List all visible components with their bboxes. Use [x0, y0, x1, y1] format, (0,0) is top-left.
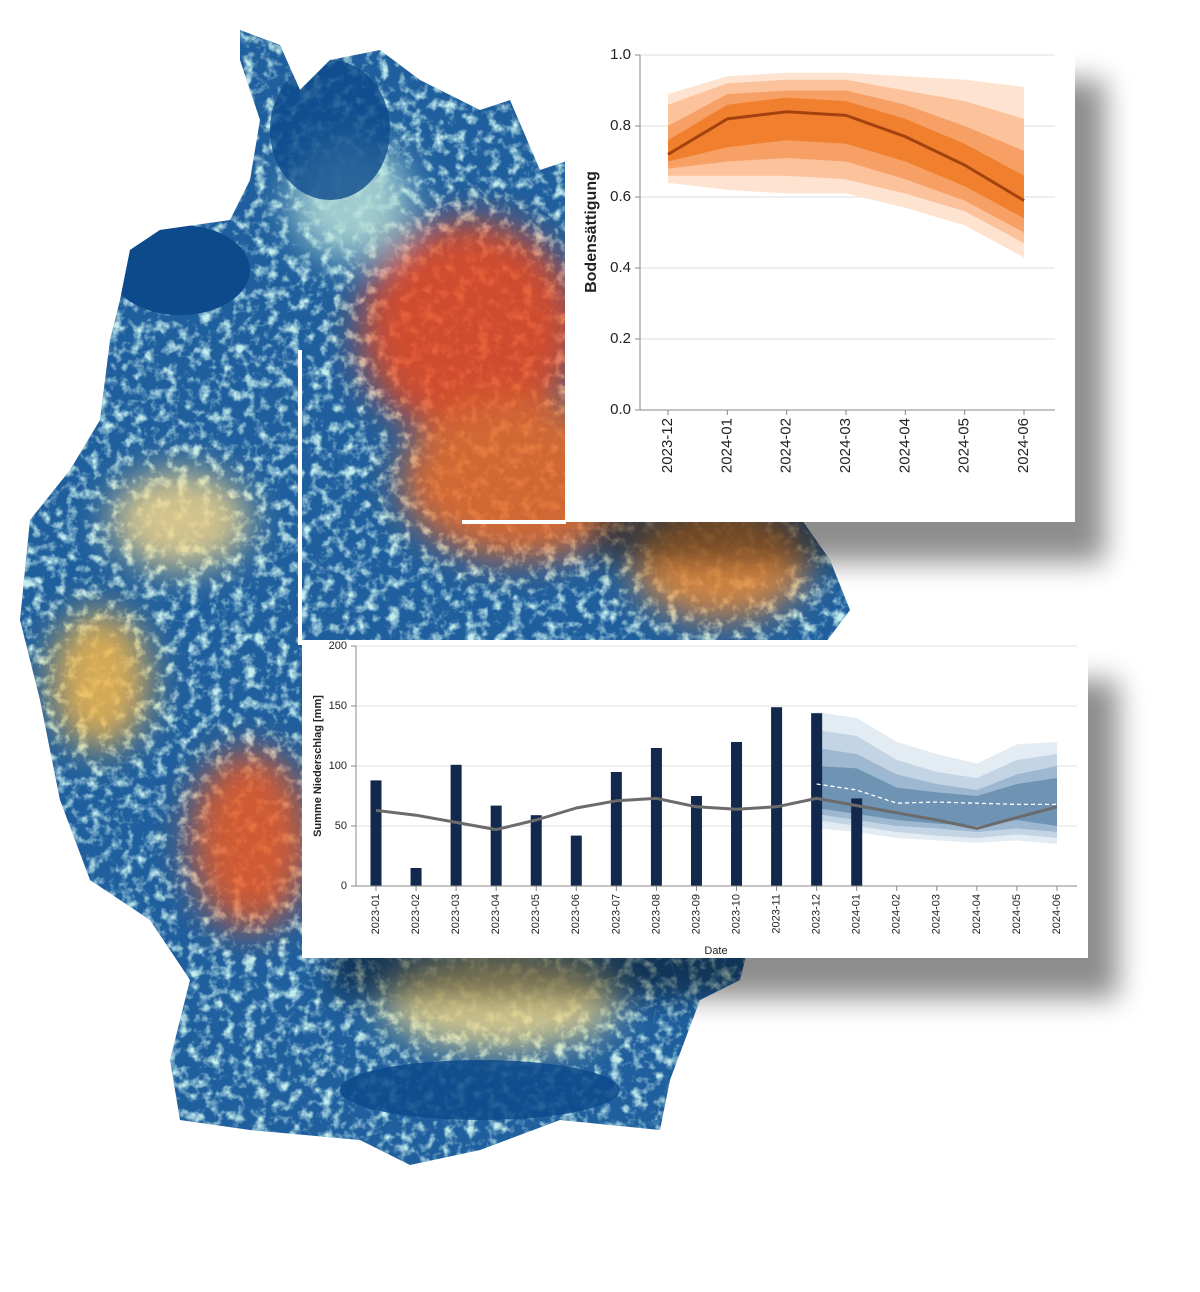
x-tick-label: 2023-02: [410, 894, 422, 934]
x-tick-label: 2024-03: [931, 894, 943, 934]
x-tick-label: 2024-04: [971, 894, 983, 934]
bar: [690, 796, 702, 886]
forecast-band: [668, 97, 1024, 219]
charts: 0.0 0.2 0.4 0.6 0.8 1.0 2023-12 2024-01 2024-02 2…: [312, 46, 1077, 957]
x-tick-label: 2023-07: [610, 894, 622, 934]
y-tick-label: 0.8: [610, 117, 631, 134]
x-tick-label: 2023-03: [450, 894, 462, 934]
x-tick-label: 2024-06: [1051, 894, 1063, 934]
x-tick-label: 2023-09: [690, 894, 702, 934]
x-tick-label: 2024-01: [851, 894, 863, 934]
forecast-band: [816, 766, 1057, 826]
x-tick-label: 2023-04: [490, 894, 502, 934]
y-axis-label: Summe Niederschlag [mm]: [312, 695, 324, 837]
y-tick-label: 50: [335, 820, 347, 832]
bar: [570, 835, 582, 886]
x-tick-label: 2024-01: [718, 418, 735, 473]
y-axis-label: Bodensättigung: [583, 171, 600, 293]
x-tick-label: 2023-06: [570, 894, 582, 934]
x-tick-label: 2023-08: [650, 894, 662, 934]
x-tick-label: 2023-05: [530, 894, 542, 934]
x-tick-label: 2024-05: [1011, 894, 1023, 934]
bar: [851, 798, 863, 886]
y-tick-label: 0.6: [610, 188, 631, 205]
x-tick-label: 2024-04: [896, 418, 913, 473]
bar: [771, 707, 783, 886]
y-tick-label: 0: [341, 880, 347, 892]
bar: [410, 868, 422, 886]
x-tick-label: 2023-12: [659, 418, 676, 473]
line: [667, 110, 1025, 202]
chart: 0 50 100 150 200 2023-01 2023-02 2023-03 2023-04…: [312, 640, 1077, 957]
y-tick-label: 0.0: [610, 401, 631, 418]
x-tick-label: 2024-03: [837, 418, 854, 473]
x-axis-label: Date: [704, 945, 727, 957]
y-tick-label: 0.4: [610, 259, 631, 276]
bar: [370, 780, 382, 886]
bar: [650, 748, 662, 886]
x-tick-label: 2024-06: [1015, 418, 1032, 473]
connectors: [298, 350, 566, 645]
line: [375, 796, 1058, 832]
y-tick-label: 150: [329, 700, 347, 712]
bar: [450, 764, 462, 886]
x-tick-label: 2023-12: [811, 894, 823, 934]
chart: 0.0 0.2 0.4 0.6 0.8 1.0 2023-12 2024-01 2024-02 2…: [583, 46, 1055, 473]
bar: [731, 742, 743, 886]
bar: [490, 805, 502, 886]
x-tick-label: 2024-02: [778, 418, 795, 473]
y-tick-label: 1.0: [610, 46, 631, 63]
bar: [530, 815, 542, 886]
x-tick-label: 2023-10: [730, 894, 742, 934]
y-tick-label: 0.2: [610, 330, 631, 347]
x-tick-label: 2024-05: [956, 418, 973, 473]
x-tick-label: 2024-02: [891, 894, 903, 934]
bar: [610, 772, 622, 886]
y-tick-label: 100: [329, 760, 347, 772]
x-tick-label: 2023-11: [770, 894, 782, 934]
line: [816, 783, 1057, 806]
x-tick-label: 2023-01: [370, 894, 382, 934]
y-tick-label: 200: [329, 640, 347, 652]
